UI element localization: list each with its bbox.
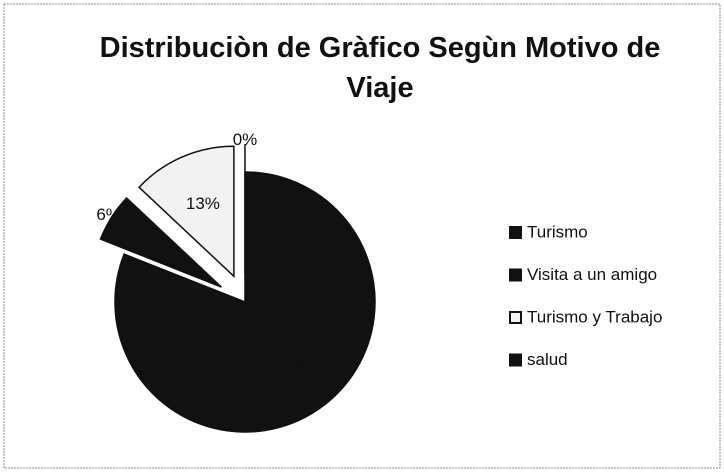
- pie-slice: [138, 145, 235, 279]
- chart-border: [3, 3, 721, 469]
- legend-swatch: [509, 311, 522, 324]
- chart-title: Distribuciòn de Gràfico Segùn Motivo de …: [99, 32, 661, 104]
- pie-slice: [99, 196, 222, 288]
- legend-label: Visita a un amigo: [527, 265, 657, 284]
- legend-label: Turismo: [527, 222, 588, 241]
- legend-swatch: [509, 353, 522, 367]
- data-label: 0%: [233, 130, 258, 149]
- data-label: 13%: [186, 194, 220, 213]
- legend-swatch: [509, 226, 522, 239]
- legend-label: salud: [527, 350, 568, 369]
- legend-label: Turismo y Trabajo: [527, 307, 662, 326]
- pie-slice: [114, 171, 376, 433]
- legend-swatch: [509, 268, 522, 282]
- data-label: 6%: [96, 205, 121, 224]
- data-label: 81%: [272, 356, 306, 375]
